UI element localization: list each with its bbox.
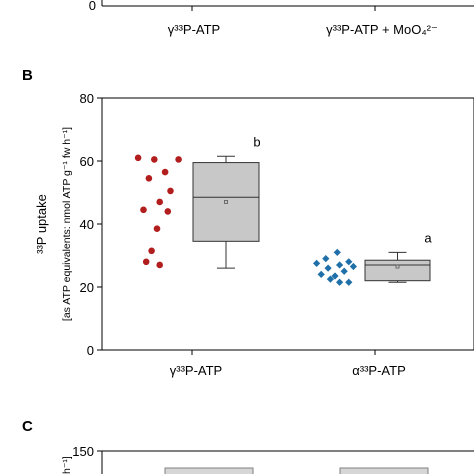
- data-point: [140, 206, 147, 214]
- data-point: [349, 262, 357, 271]
- significance-label: b: [253, 134, 260, 149]
- y-tick-label: 20: [80, 280, 94, 295]
- y-tick-label: 60: [80, 154, 94, 169]
- data-point: [175, 156, 182, 163]
- panel-b-marks: ba: [134, 134, 432, 286]
- mean-marker: [395, 264, 400, 269]
- data-point: [336, 278, 344, 286]
- data-point: [164, 208, 172, 215]
- data-point: [333, 248, 341, 256]
- panel-c-box: [339, 467, 429, 474]
- data-point: [313, 259, 321, 267]
- data-point: [345, 258, 353, 266]
- x-tick-label: γ³³P-ATP: [170, 363, 222, 378]
- x-tick-label: α³³P-ATP: [352, 363, 406, 378]
- panel-c-label: C: [22, 418, 33, 435]
- data-point: [336, 261, 344, 269]
- data-point: [326, 275, 334, 283]
- panel-b-y-axis-subtitle: [as ATP equivalents: nmol ATP g⁻¹ fw h⁻¹…: [61, 127, 73, 321]
- data-point: [322, 255, 330, 263]
- data-point: [145, 175, 153, 182]
- mean-marker: [224, 200, 228, 204]
- data-point: [142, 258, 150, 266]
- significance-label: a: [424, 230, 432, 245]
- panel-c-ytick-label: 150: [72, 444, 94, 459]
- data-point: [161, 168, 169, 176]
- data-point: [345, 278, 353, 286]
- data-point: [167, 187, 174, 195]
- panel-b-plot-frame: [101, 97, 474, 351]
- panel-a-category-label: γ³³P-ATP: [168, 22, 220, 37]
- box: [364, 259, 431, 282]
- panel-c-box: [164, 467, 254, 474]
- panel-a-ytick: 0: [89, 0, 96, 13]
- data-point: [134, 154, 142, 162]
- box: [192, 162, 260, 242]
- data-point: [317, 270, 325, 278]
- data-point: [151, 156, 158, 163]
- y-tick-label: 0: [87, 343, 94, 358]
- panel-c: C 150 h⁻¹]: [22, 418, 474, 474]
- panel-b-label: B: [22, 67, 33, 84]
- panel-c-y-axis-fragment: h⁻¹]: [61, 456, 73, 474]
- panel-a: 0 γ³³P-ATP γ³³P-ATP + MoO₄²⁻: [89, 0, 474, 37]
- data-point: [156, 261, 163, 269]
- data-point: [331, 272, 339, 280]
- panel-b-y-axis-title: ³³P uptake: [34, 194, 49, 254]
- data-point: [148, 247, 155, 255]
- panel-a-category-label: γ³³P-ATP + MoO₄²⁻: [326, 22, 438, 37]
- y-tick-label: 40: [80, 217, 94, 232]
- data-point: [156, 198, 163, 206]
- panel-b-x-ticks: γ³³P-ATP α³³P-ATP: [170, 350, 406, 378]
- data-point: [340, 267, 348, 275]
- panel-b-y-ticks: 0 20 40 60 80: [80, 91, 102, 358]
- data-point: [324, 264, 332, 272]
- data-point: [153, 225, 161, 233]
- y-tick-label: 80: [80, 91, 94, 106]
